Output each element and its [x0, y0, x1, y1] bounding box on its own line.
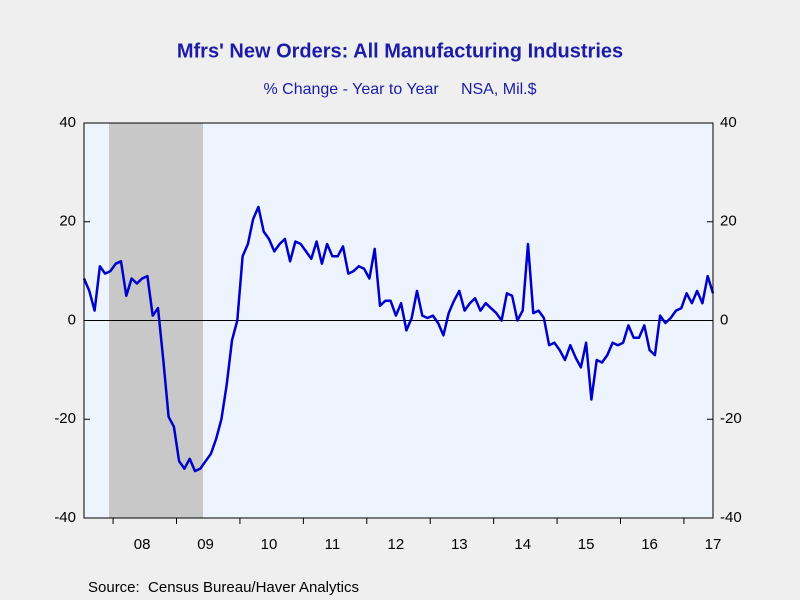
y2-tick-label: 20	[720, 213, 737, 230]
chart-subtitle: % Change - Year to Year NSA, Mil.$	[263, 81, 536, 98]
y-tick-label: -40	[54, 509, 76, 526]
x-tick-label: 09	[197, 536, 214, 553]
x-tick-label: 14	[514, 536, 531, 553]
y2-tick-label: -40	[720, 509, 742, 526]
y2-tick-label: 40	[720, 114, 737, 131]
x-tick-label: 17	[705, 536, 722, 553]
x-tick-label: 08	[134, 536, 151, 553]
plot-layer	[82, 205, 715, 473]
data-line	[82, 205, 715, 473]
x-tick-label: 15	[578, 536, 595, 553]
chart-title: Mfrs' New Orders: All Manufacturing Indu…	[177, 40, 623, 62]
y-tick-label: 20	[59, 213, 76, 230]
y-tick-label: -20	[54, 410, 76, 427]
x-tick-label: 13	[451, 536, 468, 553]
x-tick-label: 16	[641, 536, 658, 553]
y-tick-label: 40	[59, 114, 76, 131]
y2-tick-label: 0	[720, 311, 728, 328]
source-note: Source: Census Bureau/Haver Analytics	[88, 579, 359, 596]
x-tick-label: 12	[388, 536, 405, 553]
y-tick-label: 0	[68, 311, 76, 328]
x-tick-label: 11	[325, 536, 341, 553]
y2-tick-label: -20	[720, 410, 742, 427]
x-tick-label: 10	[261, 536, 278, 553]
